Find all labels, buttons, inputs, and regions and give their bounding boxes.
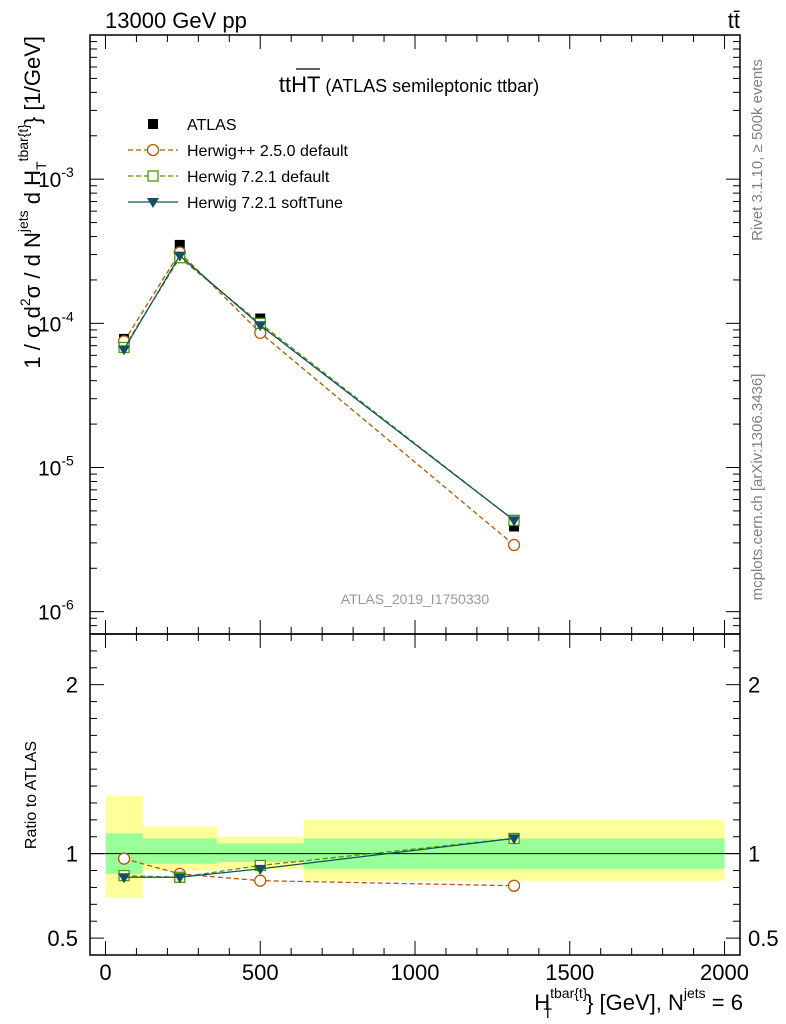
mcplots-label: mcplots.cern.ch [arXiv:1306.3436] [749, 374, 766, 601]
legend-label-0: ATLAS [187, 117, 237, 134]
y-axis-title: 1 / σ d2σ / d Njets d HTtbar{t}} [1/GeV] [15, 36, 49, 369]
ratio-y-tick-label-right: 2 [748, 673, 760, 698]
header-process-label: tt̄ [728, 8, 740, 33]
legend-label-1: Herwig++ 2.5.0 default [187, 143, 349, 160]
ratio-band-inner [142, 838, 217, 864]
x-tick-label: 1500 [545, 960, 594, 985]
legend-label-3: Herwig 7.2.1 softTune [187, 195, 343, 212]
ratio-point-1 [507, 879, 521, 892]
data-point-3 [173, 251, 186, 262]
series-line-1 [123, 251, 515, 546]
x-tick-label: 1000 [391, 960, 440, 985]
analysis-id-label: ATLAS_2019_I1750330 [341, 591, 490, 607]
ratio-y-tick-label-right: 0.5 [748, 926, 779, 951]
chart-title: ttHT (ATLAS semileptonic ttbar) [279, 72, 539, 97]
legend-marker-1 [146, 143, 160, 157]
ratio-plot-frame [89, 633, 741, 956]
y-tick-label: 10-4 [38, 308, 74, 336]
ratio-point-3 [173, 873, 186, 884]
data-point-0 [509, 521, 520, 532]
x-tick-label: 0 [99, 960, 111, 985]
ratio-point-3 [508, 834, 521, 845]
y-tick-label: 10-5 [38, 453, 74, 481]
ratio-band-inner [216, 843, 304, 863]
legend-marker-0 [148, 119, 158, 129]
data-point-1 [507, 538, 521, 552]
y-tick-label: 10-6 [38, 597, 74, 625]
x-tick-label: 2000 [700, 960, 749, 985]
ratio-y-axis-title: Ratio to ATLAS [23, 741, 40, 849]
ratio-y-tick-label: 0.5 [47, 926, 78, 951]
x-axis-title: Htbar{t} T} [GeV], Njets = 6 [534, 985, 743, 1021]
header-energy-label: 13000 GeV pp [105, 8, 247, 33]
x-tick-label: 500 [242, 960, 279, 985]
ratio-y-tick-label-right: 1 [748, 842, 760, 867]
legend-marker-3 [147, 198, 159, 208]
series-line-2 [123, 256, 515, 521]
data-point-3 [118, 345, 131, 356]
ratio-point-1 [254, 874, 267, 887]
data-point-0 [174, 239, 185, 250]
data-point-3 [254, 321, 267, 332]
legend-label-2: Herwig 7.2.1 default [187, 169, 330, 186]
y-tick-label: 10-3 [38, 164, 74, 192]
ratio-point-3 [118, 873, 131, 884]
series-line-3 [123, 254, 515, 521]
ratio-line-3 [124, 837, 515, 878]
ratio-point-3 [254, 864, 267, 875]
ratio-line-1 [123, 858, 515, 887]
ratio-y-tick-label: 2 [66, 673, 78, 698]
legend-marker-2 [147, 170, 159, 182]
ratio-line-2 [124, 837, 515, 878]
ratio-y-tick-label: 1 [66, 842, 78, 867]
rivet-version-label: Rivet 3.1.10, ≥ 500k events [749, 59, 766, 241]
ratio-point-1 [117, 852, 131, 865]
data-point-3 [508, 516, 521, 527]
